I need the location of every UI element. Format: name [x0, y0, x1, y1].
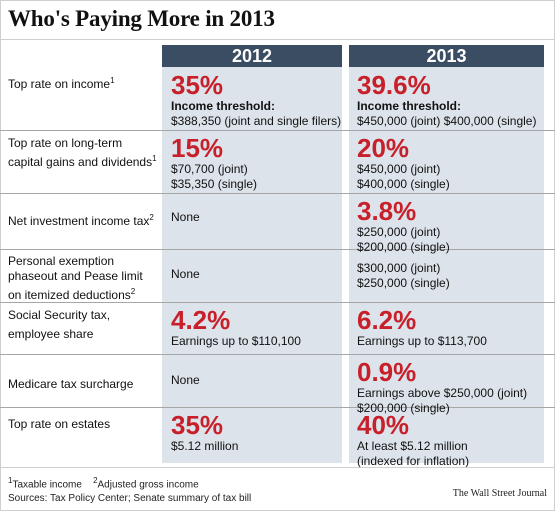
column-2013-background — [349, 45, 544, 463]
threshold-value: Earnings up to $110,100 — [171, 334, 301, 348]
cell-2013-net-investment-tax: 3.8% $250,000 (joint) $200,000 (single) — [357, 198, 543, 255]
threshold-value: $300,000 (joint) — [357, 261, 441, 275]
cell-2013-exemption-phaseout: $300,000 (joint) $250,000 (single) — [357, 261, 543, 291]
cell-2012-medicare-surcharge: None — [171, 373, 341, 388]
row-label-social-security: Social Security tax, employee share — [8, 308, 111, 341]
row-divider — [0, 407, 555, 408]
cell-2013-capital-gains: 20% $450,000 (joint) $400,000 (single) — [357, 135, 543, 192]
rate-value: 35% — [171, 410, 224, 440]
cell-2012-capital-gains: 15% $70,700 (joint) $35,350 (single) — [171, 135, 341, 192]
sources-line: Sources: Tax Policy Center; Senate summa… — [8, 493, 252, 505]
cell-2012-estates: 35% $5.12 million — [171, 412, 341, 454]
cell-2012-social-security: 4.2% Earnings up to $110,100 — [171, 307, 341, 349]
threshold-value: $400,000 (single) — [357, 177, 450, 191]
row-divider — [0, 302, 555, 303]
none-value: None — [171, 210, 200, 224]
row-label-medicare-surcharge: Medicare tax surcharge — [8, 377, 134, 391]
threshold-value: $250,000 (single) — [357, 276, 450, 290]
cell-2013-medicare-surcharge: 0.9% Earnings above $250,000 (joint) $20… — [357, 359, 543, 416]
footnote-line: 1Taxable income 2Adjusted gross income — [8, 476, 199, 491]
title-divider — [0, 39, 555, 40]
cell-2012-exemption-phaseout: None — [171, 267, 341, 282]
rate-value: 35% — [171, 70, 224, 100]
row-divider — [0, 354, 555, 355]
cell-2013-top-rate-income: 39.6% Income threshold: $450,000 (joint)… — [357, 72, 543, 129]
row-label-net-investment-tax: Net investment income tax2 — [8, 213, 154, 228]
rate-value: 0.9% — [357, 357, 417, 387]
threshold-value: $450,000 (joint) $400,000 (single) — [357, 114, 537, 128]
footer-divider — [0, 467, 555, 468]
threshold-value: Earnings up to $113,700 — [357, 334, 487, 348]
threshold-value: Earnings above $250,000 (joint) — [357, 386, 528, 400]
threshold-value: $250,000 (joint) — [357, 225, 441, 239]
rate-value: 39.6% — [357, 70, 431, 100]
threshold-heading: Income threshold: — [357, 99, 462, 113]
rate-value: 6.2% — [357, 305, 417, 335]
threshold-value: $70,700 (joint) — [171, 162, 248, 176]
none-value: None — [171, 267, 200, 281]
column-header-2012: 2012 — [162, 45, 342, 67]
none-value: None — [171, 373, 200, 387]
threshold-value: $388,350 (joint and single filers) — [171, 114, 342, 128]
row-label-top-rate-income: Top rate on income1 — [8, 76, 115, 91]
row-label-exemption-phaseout: Personal exemption phaseout and Pease li… — [8, 254, 143, 302]
row-label-capital-gains: Top rate on long-term capital gains and … — [8, 136, 157, 169]
threshold-value: (indexed for inflation) — [357, 454, 470, 468]
threshold-value: $200,000 (single) — [357, 240, 450, 254]
row-label-estates: Top rate on estates — [8, 417, 111, 431]
row-divider — [0, 193, 555, 194]
publisher-credit: The Wall Street Journal — [452, 488, 547, 499]
cell-2013-social-security: 6.2% Earnings up to $113,700 — [357, 307, 543, 349]
threshold-value: At least $5.12 million — [357, 439, 468, 453]
footnotes: 1Taxable income 2Adjusted gross income S… — [8, 474, 251, 506]
cell-2012-top-rate-income: 35% Income threshold: $388,350 (joint an… — [171, 72, 341, 129]
rate-value: 15% — [171, 133, 224, 163]
rate-value: 20% — [357, 133, 410, 163]
rate-value: 3.8% — [357, 196, 417, 226]
rate-value: 40% — [357, 410, 410, 440]
rate-value: 4.2% — [171, 305, 231, 335]
column-header-2013: 2013 — [349, 45, 544, 67]
threshold-heading: Income threshold: — [171, 99, 276, 113]
row-divider — [0, 249, 555, 250]
threshold-value: $450,000 (joint) — [357, 162, 441, 176]
row-divider — [0, 130, 555, 131]
page-title: Who's Paying More in 2013 — [8, 6, 275, 31]
threshold-value: $35,350 (single) — [171, 177, 258, 191]
column-2012-background — [162, 45, 342, 463]
cell-2012-net-investment-tax: None — [171, 210, 341, 225]
threshold-value: $200,000 (single) — [357, 401, 450, 415]
threshold-value: $5.12 million — [171, 439, 239, 453]
cell-2013-estates: 40% At least $5.12 million (indexed for … — [357, 412, 543, 469]
